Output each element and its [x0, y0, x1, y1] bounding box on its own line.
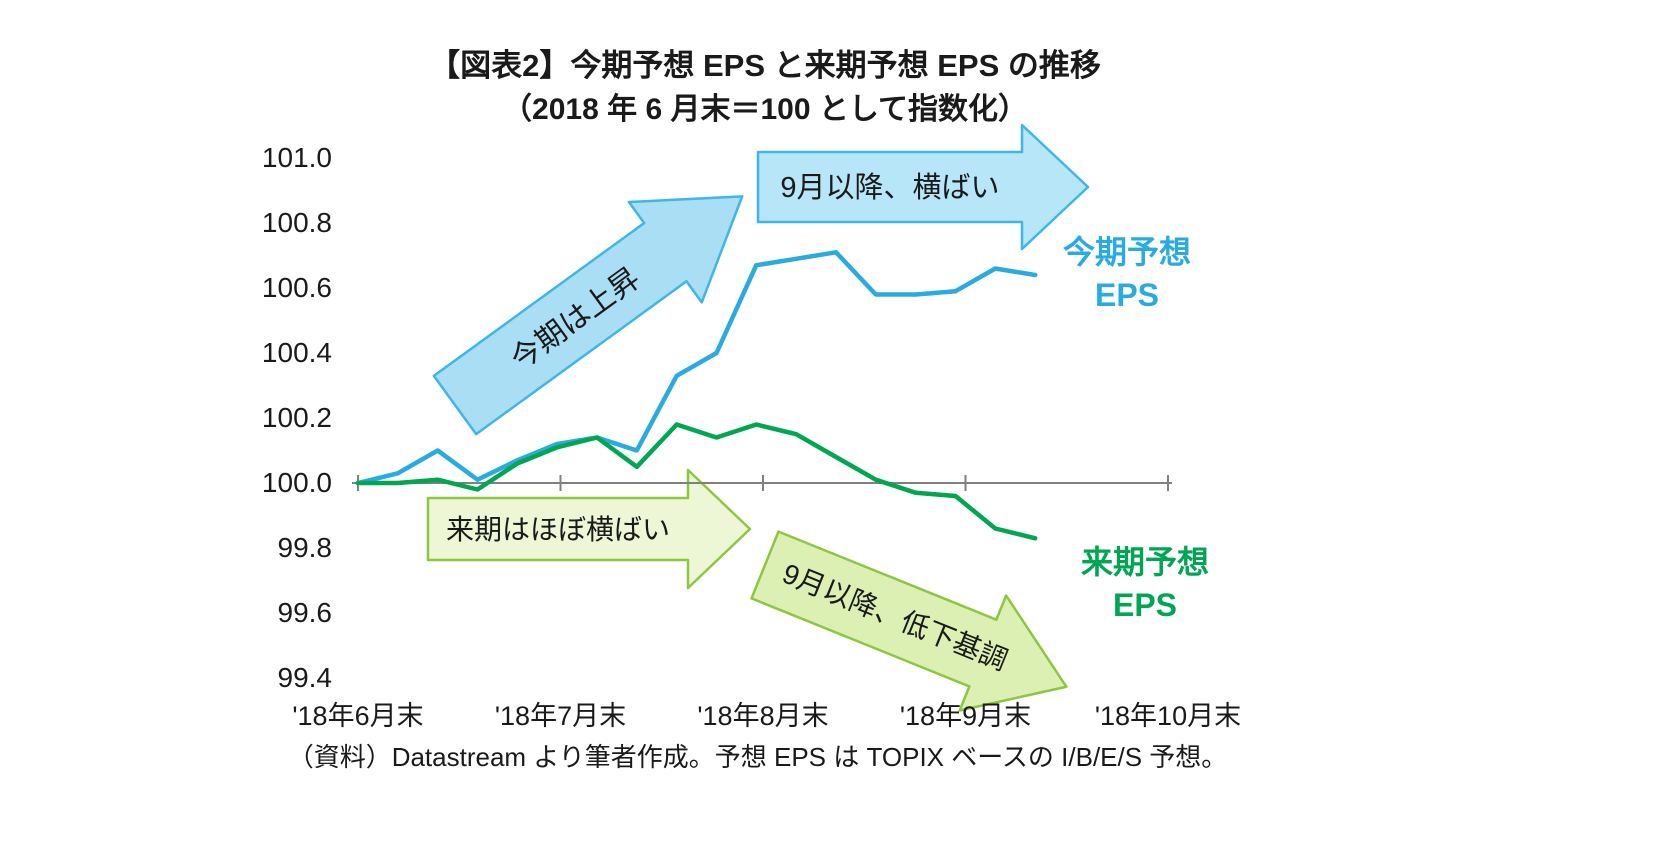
series-label-this-term-line1: 今期予想 [1062, 234, 1191, 270]
y-axis-tick-label: 99.8 [277, 532, 333, 563]
series-line-0 [355, 250, 1038, 486]
y-axis-tick-label: 100.6 [261, 272, 332, 303]
y-axis-tick-label: 101.0 [261, 142, 332, 173]
arrow-flat-this-shape [756, 123, 1090, 251]
series-label-next-term-line1: 来期予想 [1080, 544, 1209, 580]
x-axis-tick-label: '18年7月末 [494, 701, 627, 731]
x-axis-tick-label: '18年8月末 [697, 701, 829, 731]
x-axis-tick-label: '18年10月末 [1094, 701, 1242, 731]
series-label-next-term-eps: 来期予想 EPS [1060, 541, 1230, 627]
arrow-rising: 今期は上昇 [432, 195, 744, 436]
y-axis-tick-label: 99.6 [277, 597, 333, 628]
source-note: （資料）Datastream より筆者作成。予想 EPS は TOPIX ベース… [287, 742, 1228, 772]
series-label-next-term-line2: EPS [1112, 587, 1178, 623]
arrow-flat-this-label: 9月以降、横ばい [780, 171, 999, 204]
y-axis-tick-label: 99.4 [277, 662, 333, 693]
y-axis-tick-label: 100.2 [261, 402, 332, 433]
series-label-this-term-eps: 今期予想 EPS [1042, 231, 1212, 317]
arrow-flat-next-label: 来期はほぼ横ばい [446, 514, 670, 545]
x-axis-tick-label: '18年9月末 [899, 701, 1032, 731]
arrow-flat-next: 来期はほぼ横ばい [426, 468, 752, 590]
y-axis-tick-label: 100.0 [261, 467, 332, 498]
chart-subtitle: （2018 年 6 月末＝100 として指数化） [502, 93, 1028, 126]
series-label-this-term-line2: EPS [1094, 277, 1160, 313]
arrow-flat-this: 9月以降、横ばい [756, 123, 1090, 251]
y-axis-tick-label: 100.8 [261, 207, 332, 238]
arrow-down-next-shape [750, 530, 1068, 712]
y-axis-tick-label: 100.4 [261, 337, 332, 368]
arrow-flat-next-shape [426, 468, 752, 590]
x-axis-tick-label: '18年6月末 [292, 701, 424, 731]
chart-title: 【図表2】今期予想 EPS と来期予想 EPS の推移 [429, 48, 1101, 83]
series-line-1 [355, 422, 1038, 541]
arrow-rising-shape [432, 195, 744, 436]
